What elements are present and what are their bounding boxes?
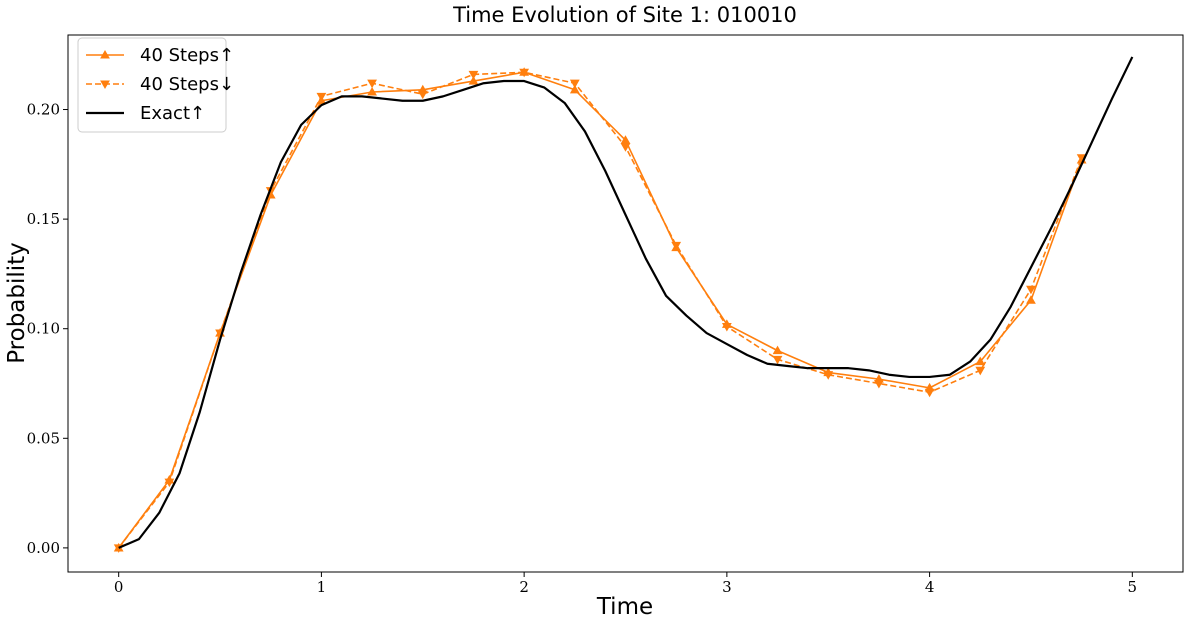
legend-label: 40 Steps↑ xyxy=(140,45,234,66)
data-point xyxy=(671,241,682,251)
y-axis: 0.00 0.05 0.10 0.15 0.20 xyxy=(27,101,68,557)
series-layer xyxy=(113,56,1134,553)
series-line xyxy=(118,71,1083,549)
data-point xyxy=(367,86,377,96)
data-point xyxy=(772,345,783,355)
y-tick-label: 0.00 xyxy=(27,539,60,557)
data-point xyxy=(772,355,783,365)
plot-area-frame xyxy=(67,34,1184,573)
data-point xyxy=(468,70,479,80)
x-tick-label: 5 xyxy=(1128,578,1138,596)
y-tick-label: 0.10 xyxy=(27,320,60,338)
data-point xyxy=(924,388,935,398)
y-tick-label: 0.15 xyxy=(27,210,60,228)
x-tick-label: 2 xyxy=(519,578,529,596)
data-point xyxy=(569,79,580,89)
data-point xyxy=(823,371,834,380)
legend-label: 40 Steps↓ xyxy=(140,74,234,95)
data-point xyxy=(975,366,986,376)
data-point xyxy=(1026,295,1036,304)
data-point xyxy=(569,84,580,94)
x-tick-label: 4 xyxy=(925,578,935,596)
data-point xyxy=(975,356,986,366)
legend-marker xyxy=(100,49,110,59)
data-point xyxy=(367,79,377,89)
y-tick-label: 0.20 xyxy=(27,101,60,119)
data-point xyxy=(417,90,428,100)
series-line xyxy=(118,71,1083,549)
data-point xyxy=(519,68,530,78)
x-tick-label: 3 xyxy=(722,578,732,596)
legend-label: Exact↑ xyxy=(140,103,205,124)
series-0 xyxy=(113,67,1087,552)
y-axis-label: Probability xyxy=(4,242,30,364)
x-axis-label: Time xyxy=(596,594,653,620)
data-point xyxy=(468,76,479,85)
x-axis: 0 1 2 3 4 5 xyxy=(114,572,1137,596)
chart-title: Time Evolution of Site 1: 010010 xyxy=(452,3,797,27)
data-point xyxy=(1026,285,1036,295)
data-point xyxy=(620,143,631,152)
data-point xyxy=(721,322,732,332)
data-point xyxy=(316,92,327,102)
x-tick-label: 1 xyxy=(317,578,327,596)
legend-box xyxy=(77,37,227,133)
series-line xyxy=(118,56,1134,549)
data-point xyxy=(164,478,175,488)
series-2 xyxy=(118,56,1134,549)
legend: 40 Steps↑ 40 Steps↓ Exact↑ xyxy=(77,37,234,133)
y-tick-label: 0.05 xyxy=(27,429,60,447)
x-tick-label: 0 xyxy=(114,578,124,596)
data-point xyxy=(874,379,884,389)
legend-marker xyxy=(100,80,110,90)
series-1 xyxy=(113,68,1087,553)
